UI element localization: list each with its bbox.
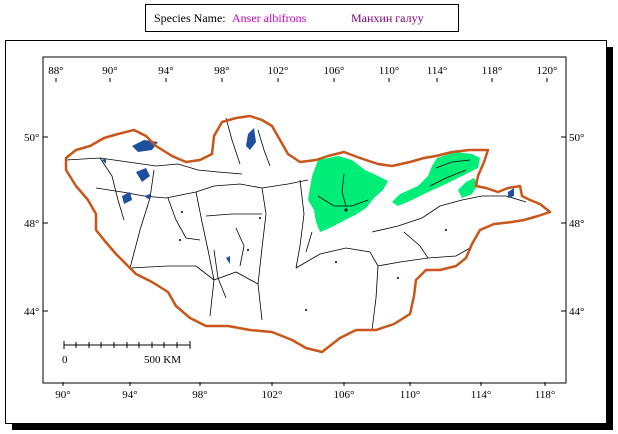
small-lake-icon [102, 158, 106, 164]
right-lat-ticks [561, 136, 566, 312]
lon-label-top: 88° [48, 65, 63, 77]
right-latitude-labels: 50° 48° 44° [569, 132, 584, 318]
left-lat-ticks [43, 136, 48, 312]
lat-label-right: 44° [569, 306, 584, 318]
species-title-box: Species Name: Anser albifrons Манхин гал… [145, 4, 459, 32]
scale-start-label: 0 [62, 354, 68, 366]
lat-label-right: 50° [569, 132, 584, 144]
mongolian-name: Манхин галуу [351, 11, 424, 25]
site-dot [247, 249, 249, 251]
species-range [308, 152, 480, 232]
lon-label-top: 114° [427, 65, 448, 77]
lon-label-top: 120° [537, 65, 558, 77]
map-frame [5, 40, 607, 424]
range-central-area [308, 156, 388, 232]
lat-label-right: 48° [569, 218, 584, 230]
small-lake-icon [226, 256, 230, 264]
lon-label-top: 102° [268, 65, 289, 77]
lon-label-top: 98° [214, 65, 229, 77]
lat-label-left: 50° [24, 132, 39, 144]
left-latitude-labels: 50° 48° 44° [24, 132, 39, 318]
site-dot [344, 208, 348, 212]
site-dot [305, 309, 307, 311]
top-longitude-labels: 88° 90° 94° 98° 102° 106° 110° 114° 118°… [48, 65, 557, 77]
site-dot [181, 211, 183, 213]
lon-label-top: 110° [379, 65, 400, 77]
site-dot [335, 261, 337, 263]
small-lake-icon [144, 194, 150, 200]
lon-label-top: 106° [324, 65, 345, 77]
lakes [102, 128, 514, 264]
buir-lake-icon [508, 188, 514, 198]
khuvsgul-lake-icon [246, 128, 256, 150]
lat-label-left: 48° [24, 218, 39, 230]
site-dot [445, 229, 447, 231]
lon-label-bottom: 106° [334, 389, 355, 401]
lon-label-bottom: 94° [122, 389, 137, 401]
internal-boundaries [65, 117, 527, 331]
lon-label-top: 118° [482, 65, 503, 77]
lat-label-left: 44° [24, 306, 39, 318]
lon-label-bottom: 102° [262, 389, 283, 401]
scale-end-label: 500 KM [144, 354, 181, 366]
lon-label-bottom: 118° [535, 389, 556, 401]
top-ticks [55, 78, 548, 82]
map-neatline [42, 56, 567, 384]
lon-label-top: 90° [102, 65, 117, 77]
scale-bar [63, 341, 191, 349]
lon-label-bottom: 114° [471, 389, 492, 401]
bottom-longitude-labels: 90° 94° 98° 102° 106° 110° 114° 118° [55, 389, 555, 401]
national-border [64, 114, 552, 354]
site-dots [179, 208, 447, 311]
scientific-name: Anser albifrons [232, 11, 307, 25]
uvs-lake-icon [132, 140, 158, 152]
species-name-label: Species Name: [154, 11, 226, 25]
lon-label-top: 94° [158, 65, 173, 77]
bottom-ticks [62, 382, 546, 386]
khyargas-lake-icon [122, 192, 132, 204]
site-dot [259, 217, 261, 219]
khar-us-lake-icon [136, 168, 150, 182]
range-eastern-belt [392, 152, 480, 206]
site-dot [179, 239, 181, 241]
lon-label-bottom: 98° [192, 389, 207, 401]
lon-label-bottom: 90° [55, 389, 70, 401]
range-eastern-patch [458, 178, 478, 198]
site-dot [397, 277, 399, 279]
lon-label-bottom: 110° [400, 389, 421, 401]
